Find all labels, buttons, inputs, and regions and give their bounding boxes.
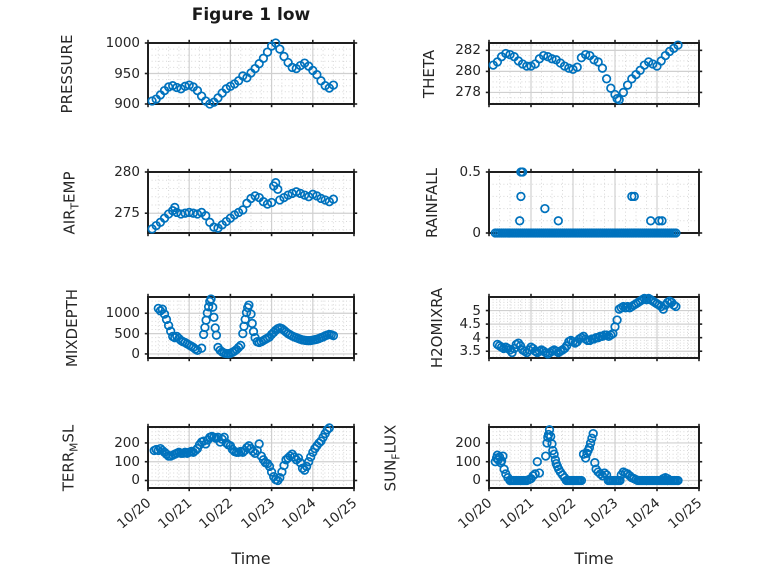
y-axis-label-text: RAINFALL <box>423 167 441 238</box>
y-axis-label-text: EMP <box>60 171 79 203</box>
y-axis-label-text: TERR <box>59 451 78 491</box>
plot-area-terr_msl <box>144 423 358 492</box>
y-axis-label-subscript: F <box>390 453 403 460</box>
x-axis-title-right: Time <box>574 549 614 568</box>
plot-area-theta <box>485 39 703 108</box>
plot-area-h2omixra <box>485 293 703 362</box>
x-axis-title-left: Time <box>231 549 271 568</box>
y-axis-label-sun_flux: SUNFLUX <box>382 424 403 491</box>
data-points-rainfall <box>490 167 681 238</box>
y-tick-label: 4 <box>472 329 481 346</box>
y-tick-label: 200 <box>114 434 140 451</box>
y-tick-label: 278 <box>455 84 481 101</box>
plot-area-sun_flux <box>485 423 703 492</box>
plot-area-airtemp <box>144 168 358 237</box>
y-tick-label: 1000 <box>105 305 140 322</box>
y-tick-label: 950 <box>114 65 140 82</box>
data-points-terr_msl <box>149 423 334 486</box>
subplot-terr-msl: 0 100 200 TERRMSL 10/20 10/21 10/22 10/23 10/24 1… <box>60 423 360 532</box>
subplot-mixdepth: 0 500 1000 MIXDEPTH <box>63 288 358 367</box>
subplot-h2omixra: 3.5 4 4.5 5 H2OMIXRA <box>428 287 703 368</box>
y-axis-label-text: AIR <box>60 208 79 234</box>
plot-area-rainfall <box>485 167 703 238</box>
plot-area-pressure <box>144 38 358 109</box>
y-axis-label-pressure: PRESSURE <box>58 34 76 113</box>
y-tick-label: 200 <box>455 434 481 451</box>
y-axis-label-text: H2OMIXRA <box>428 287 446 368</box>
y-tick-label: 500 <box>114 325 140 342</box>
subplot-theta: 278 280 282 THETA <box>420 39 703 108</box>
y-tick-label: 1000 <box>105 35 140 51</box>
subplot-rainfall: 0 0.5 RAINFALL <box>423 164 703 241</box>
y-axis-label-terr_msl: TERRMSL <box>60 424 81 490</box>
y-axis-label-rainfall: RAINFALL <box>423 168 441 238</box>
y-tick-label: 0 <box>472 225 481 241</box>
y-axis-label-text: PRESSURE <box>58 34 76 113</box>
y-tick-label: 100 <box>114 453 140 470</box>
y-axis-label-text: LUX <box>381 424 400 454</box>
y-tick-label: 100 <box>455 453 481 470</box>
y-axis-label-theta: THETA <box>420 49 438 97</box>
subplot-pressure: 900 950 1000 PRESSURE <box>58 34 358 113</box>
subplot-sun-flux: 0 100 200 SUNFLUX 10/20 10/21 10/22 10/23 10/24 1… <box>382 423 705 532</box>
y-tick-label: 0 <box>472 472 481 489</box>
data-points-h2omixra <box>492 293 681 359</box>
figure-title: Figure 1 low <box>191 5 311 25</box>
subplot-airtemp: 275 280 AIRTEMP <box>61 164 358 237</box>
y-tick-label: 900 <box>114 96 140 112</box>
data-points-sun_flux <box>490 425 683 486</box>
y-axis-label-airtemp: AIRTEMP <box>61 171 82 234</box>
y-tick-label: 282 <box>455 42 481 59</box>
data-points-airtemp <box>147 178 339 234</box>
y-tick-label: 5 <box>472 302 481 319</box>
y-axis-label-text: SL <box>59 424 78 443</box>
data-points-mixdepth <box>153 294 339 359</box>
y-tick-label: 3.5 <box>459 343 481 360</box>
y-tick-label: 0 <box>131 472 140 489</box>
y-axis-label-subscript: T <box>69 202 82 209</box>
y-tick-label: 0.5 <box>459 164 481 180</box>
y-axis-label-text: THETA <box>420 49 438 98</box>
plot-area-mixdepth <box>144 293 358 362</box>
y-tick-label: 0 <box>131 345 140 362</box>
y-tick-label: 4.5 <box>459 316 481 333</box>
y-axis-label-text: SUN <box>381 459 400 491</box>
y-axis-label-text: MIXDEPTH <box>63 288 81 367</box>
y-axis-label-subscript: M <box>68 442 81 452</box>
y-axis-label-mixdepth: MIXDEPTH <box>63 288 81 366</box>
data-points-pressure <box>147 38 339 109</box>
y-axis-label-h2omixra: H2OMIXRA <box>428 287 446 367</box>
y-tick-label: 280 <box>455 63 481 80</box>
y-tick-label: 275 <box>114 205 140 222</box>
y-tick-label: 280 <box>114 164 140 180</box>
data-points-theta <box>488 40 683 105</box>
